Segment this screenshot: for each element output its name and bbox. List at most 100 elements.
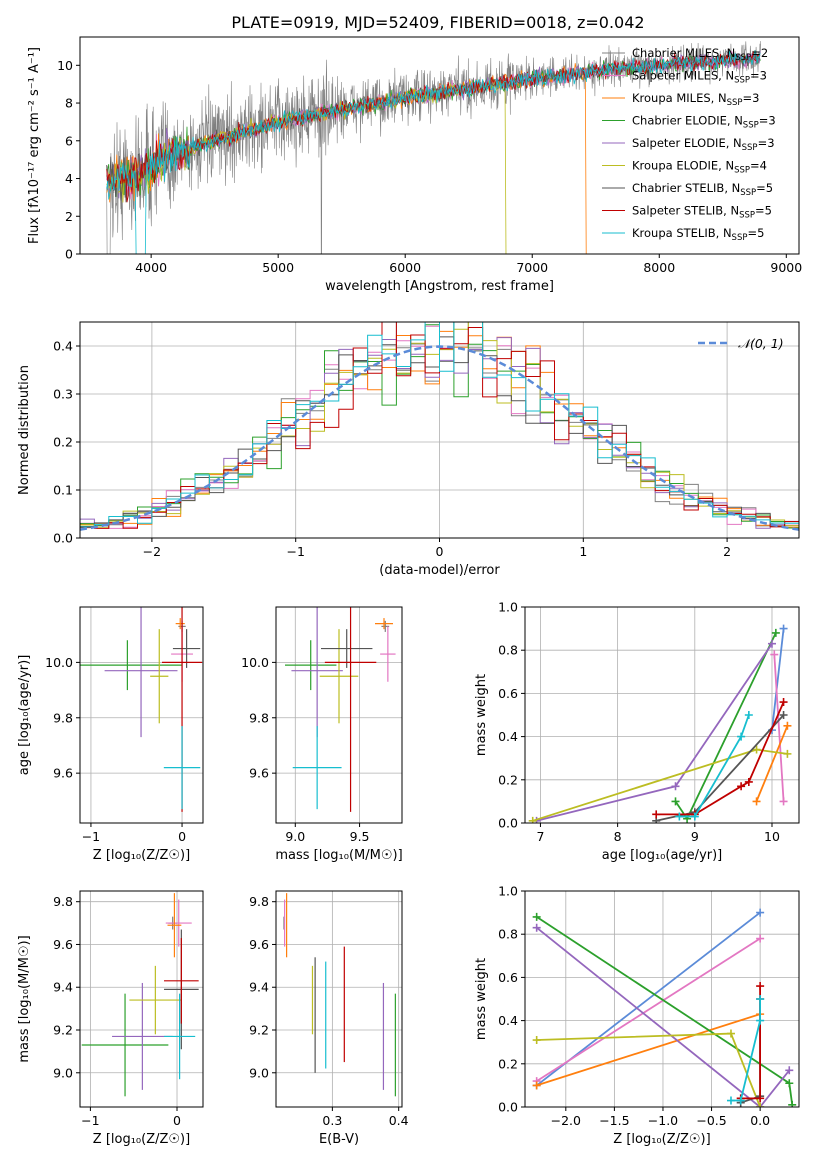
x-tick-label: 5000 [262,260,294,275]
errorbar-point [81,993,169,1097]
y-tick-label: 9.6 [53,937,73,952]
x-axis-label: wavelength [Angstrom, rest frame] [325,279,554,294]
y-axis-label: age [log₁₀(age/yr)] [17,655,32,776]
y-tick-label: 9.4 [249,980,269,995]
y-tick-label: 0.3 [53,387,73,402]
y-tick-label: 0.0 [53,531,73,546]
errorbar-point [375,618,393,630]
x-tick-label: 10 [764,829,780,844]
mass-weight-series [536,926,791,1107]
errorbar-point [104,607,178,738]
residual-histogram [80,322,799,538]
x-axis-label: (data-model)/error [379,563,500,578]
plus-marker [690,812,699,821]
panel-mass-vs-Z: −1 0 9.0 9.2 9.4 9.6 9.8 Z [log₁₀(Z/Z☉)] mass [l… [17,890,204,1147]
legend-label: Chabrier MILES, NSSP=2 [632,46,768,63]
plus-marker [652,810,661,819]
legend-label: Kroupa ELODIE, NSSP=4 [632,159,767,176]
y-tick-label: 0.0 [498,1100,518,1115]
panel-massweight-vs-Z: −2.0 −1.5 −1.0 −0.5 0.0 0.0 0.2 0.4 0.6 0.8 1.0 Z [… [474,884,800,1147]
y-tick-label: 0.8 [498,927,518,942]
legend-model-name: Kroupa STELIB, [632,226,723,240]
plus-marker [779,698,788,707]
legend-label: Salpeter STELIB, NSSP=5 [632,204,772,221]
errorbar-point [292,726,342,810]
plus-marker [528,816,537,823]
mass-weight-series [536,1013,761,1087]
x-tick-label: 9.0 [285,829,305,844]
x-axis-label: Z [log₁₀(Z/Z☉)] [93,1132,190,1147]
y-tick-label: 6 [65,133,73,148]
y-tick-label: 0.2 [498,772,518,787]
errorbar-point [163,726,201,810]
plot-area [283,893,396,1097]
plus-marker [671,782,680,791]
plus-marker [779,797,788,806]
legend-model-name: Kroupa MILES, [632,91,718,105]
plus-marker [779,711,788,719]
y-tick-label: 10.0 [45,655,73,670]
axes-frame [79,36,800,255]
errorbar-point [319,629,359,724]
legend-nssp: =3 [750,69,767,83]
x-axis-label: age [log₁₀(age/yr)] [602,848,723,863]
legend-nssp: =5 [755,204,772,218]
errorbar-point [285,640,337,691]
plus-marker [675,812,684,821]
panel-spectrum: 4000 5000 6000 7000 8000 9000 0 2 4 6 8 10 wavelengt… [27,36,802,294]
errorbar-point [164,938,199,1024]
plus-marker [770,650,779,659]
y-tick-label: 0.1 [53,483,73,498]
x-tick-label: −1 [286,544,304,559]
plus-marker [726,1029,735,1038]
plus-marker [785,1079,794,1088]
plus-marker [771,628,780,637]
y-tick-label: 9.6 [53,766,73,781]
errorbar-point [167,893,182,958]
model-spectrum-line [106,78,507,254]
y-tick-label: 9.4 [53,980,73,995]
plus-marker [767,639,776,648]
panel-massweight-vs-age: 7 8 9 10 0.0 0.2 0.4 0.6 0.8 1.0 age [log₁₀(age/yr… [474,600,800,863]
errorbar-point [172,629,201,668]
y-tick-label: 9.6 [249,766,269,781]
legend-nssp: =5 [756,181,773,195]
axes-frame [79,321,800,539]
legend-nssp: =2 [751,46,768,60]
y-tick-label: 9.6 [249,937,269,952]
axes-frame [524,606,800,824]
plot-area [80,607,203,812]
y-axis-label: Flux [fλ10⁻¹⁷ erg cm⁻² s⁻¹ A⁻¹] [27,47,42,244]
errorbar-point [165,899,192,947]
legend-nssp: =3 [742,91,759,105]
plus-marker [756,934,765,943]
plus-marker [783,721,792,730]
plus-marker [532,1036,541,1045]
mass-weight-series [536,1032,761,1107]
y-tick-label: 1.0 [498,884,518,899]
errorbar-point [321,629,373,668]
plus-marker [671,797,680,806]
legend-model-name: Chabrier STELIB, [632,181,732,195]
legend-label: Salpeter ELODIE, NSSP=3 [632,136,775,153]
plus-marker [783,749,792,758]
plus-marker [532,912,541,921]
y-tick-label: 10.0 [241,655,269,670]
y-tick-label: 0 [65,247,73,262]
plot-area [80,322,799,538]
y-tick-label: 9.0 [249,1065,269,1080]
panel-age-vs-mass: 9.0 9.5 9.6 9.8 10.0 mass [log₁₀(M/M☉)] [241,606,403,863]
mass-weight-series [536,643,773,822]
x-tick-label: 1 [579,544,587,559]
mass-weight-series [679,714,750,818]
y-tick-label: 0.0 [498,816,518,831]
model-spectrum-line [106,49,761,254]
legend-label: Kroupa STELIB, NSSP=5 [632,226,764,243]
y-tick-label: 9.8 [53,894,73,909]
x-tick-label: 7 [536,829,544,844]
mass-weight-series [771,628,785,731]
errorbar-point [291,607,343,738]
errorbar-point [80,640,183,691]
y-tick-label: 0.8 [498,643,518,658]
y-tick-label: 8 [65,96,73,111]
